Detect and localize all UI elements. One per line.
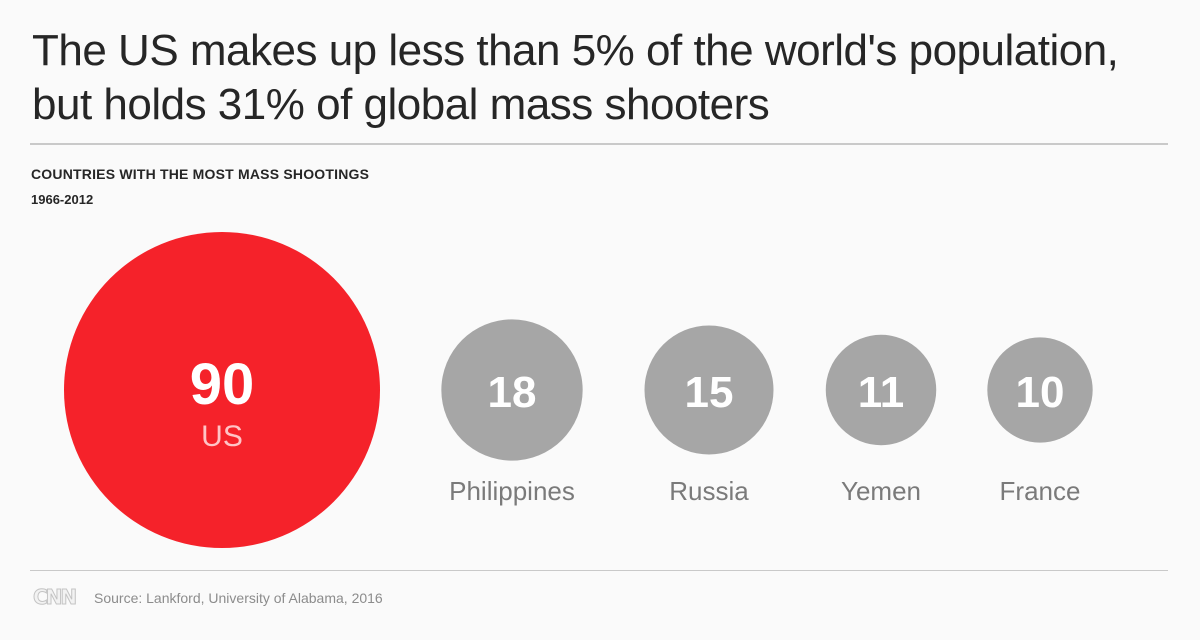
value-label-france: 10: [1016, 368, 1065, 417]
category-label-russia: Russia: [669, 476, 749, 506]
value-label-russia: 15: [685, 368, 734, 417]
category-label-us: US: [201, 420, 243, 453]
chart-period: 1966-2012: [31, 192, 94, 207]
cnn-logo: CNN: [32, 585, 77, 610]
bottom-divider: [30, 570, 1168, 571]
chart-title: The US makes up less than 5% of the worl…: [32, 24, 1162, 132]
value-label-us: 90: [190, 352, 255, 417]
bubble-russia: [644, 325, 774, 455]
value-label-yemen: 11: [858, 368, 905, 417]
category-label-yemen: Yemen: [841, 476, 921, 506]
bubble-yemen: [825, 334, 937, 446]
category-label-france: France: [1000, 476, 1081, 506]
top-divider: [30, 143, 1168, 145]
bubble-france: [987, 337, 1093, 443]
source-note: Source: Lankford, University of Alabama,…: [94, 590, 383, 606]
category-label-philippines: Philippines: [449, 476, 575, 506]
value-label-philippines: 18: [488, 368, 537, 417]
bubble-philippines: [441, 319, 583, 461]
chart-subtitle: COUNTRIES WITH THE MOST MASS SHOOTINGS: [31, 166, 370, 182]
bubble-us: [64, 232, 380, 548]
chart-title-line-1: The US makes up less than 5% of the worl…: [32, 26, 1119, 75]
chart-title-line-2: but holds 31% of global mass shooters: [32, 80, 770, 129]
